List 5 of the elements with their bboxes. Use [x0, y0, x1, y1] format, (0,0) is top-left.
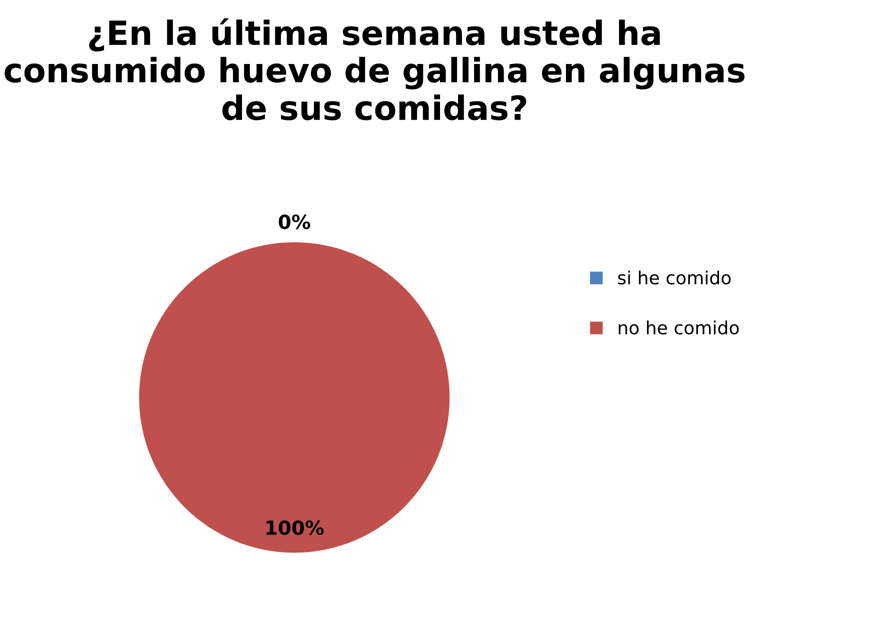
- chart-title: ¿En la última semana usted ha consumido huevo de gallina en algunas de sus comidas?: [4, 18, 744, 120]
- text: 0%: [278, 214, 310, 230]
- data-label: 100%: [266, 520, 324, 536]
- legend-label: no he comido: [618, 320, 739, 335]
- legend-label: si he comido: [618, 270, 731, 285]
